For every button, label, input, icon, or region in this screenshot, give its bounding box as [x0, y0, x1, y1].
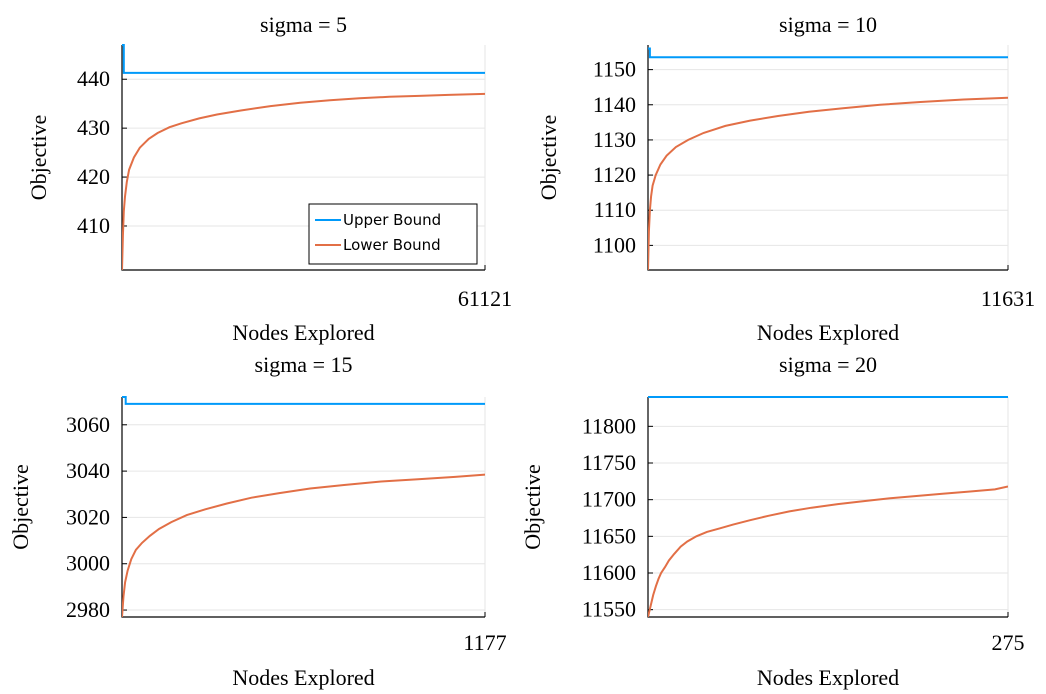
legend-label: Lower Bound	[343, 236, 441, 254]
subplot-2: 1100 1110 1120 1130 1140 1150 11631 sigma = 10 N…	[536, 12, 1035, 345]
y-axis-label: Objective	[26, 115, 51, 201]
x-tick-label: 61121	[458, 286, 512, 311]
y-tick-label: 1120	[593, 162, 636, 187]
y-tick-label: 3000	[66, 551, 110, 576]
y-tick-label: 2980	[66, 597, 110, 622]
y-tick-label: 11550	[582, 597, 636, 622]
x-tick-label: 1177	[463, 630, 506, 655]
subplot-4: 11550 11600 11650 11700 11750 11800 275 sigma =…	[520, 352, 1025, 690]
series-line-upper-bound	[648, 47, 1008, 59]
y-tick-label: 11600	[582, 560, 636, 585]
x-axis-label: Nodes Explored	[757, 665, 899, 690]
series-line-lower-bound	[648, 485, 1008, 617]
legend-box	[308, 203, 478, 265]
y-tick-label: 1130	[593, 127, 636, 152]
subplot-title: sigma = 20	[779, 352, 877, 377]
y-axis-label: Objective	[536, 115, 561, 201]
axes-frame	[121, 397, 485, 618]
y-tick-label: 430	[77, 115, 110, 140]
y-tick-label: 3040	[66, 458, 110, 483]
series-line-lower-bound	[122, 92, 485, 270]
y-tick-label: 1150	[593, 57, 636, 82]
y-tick-label: 410	[77, 213, 110, 238]
subplot-title: sigma = 10	[779, 12, 877, 37]
series-line-lower-bound	[122, 473, 485, 617]
y-tick-label: 11750	[582, 450, 636, 475]
axes-frame	[647, 397, 1008, 618]
x-axis-label: Nodes Explored	[232, 320, 374, 345]
subplot-title: sigma = 5	[260, 12, 347, 37]
y-tick-label: 11700	[582, 487, 636, 512]
y-tick-label: 3020	[66, 504, 110, 529]
y-tick-label: 1110	[594, 197, 636, 222]
series-line-lower-bound	[648, 96, 1008, 270]
y-axis-label: Objective	[8, 464, 33, 550]
axes-frame	[647, 45, 1008, 271]
y-tick-label: 1140	[593, 92, 636, 117]
y-tick-label: 3060	[66, 412, 110, 437]
series-line-upper-bound	[122, 44, 485, 74]
subplot-3: 2980 3000 3020 3040 3060 1177 sigma = 15 Nodes …	[8, 352, 507, 690]
y-tick-label: 1100	[593, 232, 636, 257]
x-tick-label: 275	[992, 630, 1025, 655]
y-tick-label: 440	[77, 66, 110, 91]
subplot-title: sigma = 15	[255, 352, 353, 377]
legend-label: Upper Bound	[343, 211, 441, 229]
x-axis-label: Nodes Explored	[757, 320, 899, 345]
x-tick-label: 11631	[981, 286, 1035, 311]
x-axis-label: Nodes Explored	[232, 665, 374, 690]
series-line-upper-bound	[122, 396, 485, 405]
y-tick-label: 420	[77, 164, 110, 189]
y-tick-label: 11800	[582, 413, 636, 438]
subplot-1: 410 420 430 440 61121 sigma = 5 Nodes Explored…	[26, 12, 512, 345]
y-tick-label: 11650	[582, 523, 636, 548]
y-axis-label: Objective	[520, 464, 545, 550]
